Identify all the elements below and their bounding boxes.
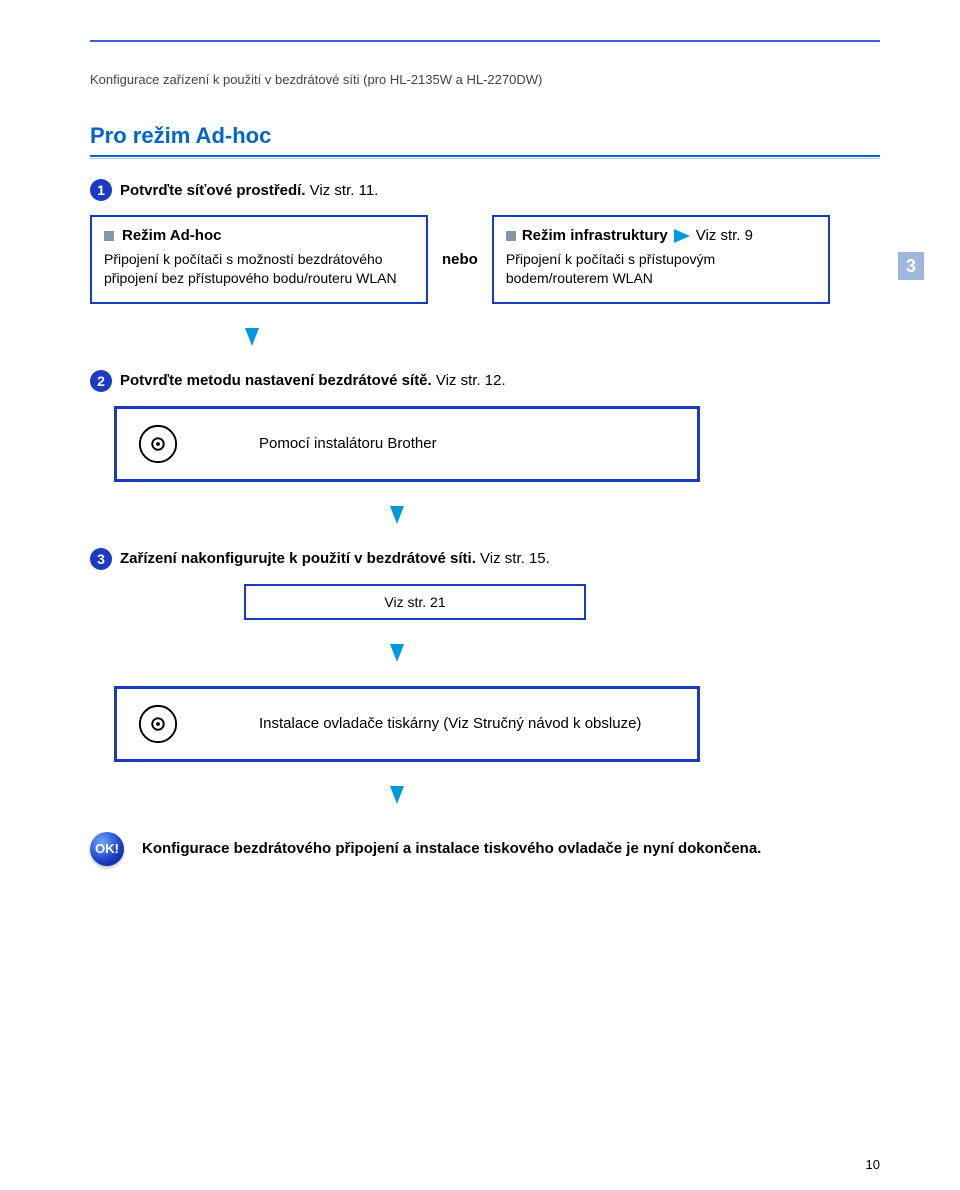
driver-install-label: Instalace ovladače tiskárny (Viz Stručný…	[259, 715, 641, 732]
arrow-down-icon	[390, 644, 404, 662]
step-3: 3 Zařízení nakonfigurujte k použití v be…	[90, 548, 880, 570]
step-badge: 2	[90, 370, 112, 392]
chapter-tab: 3	[898, 252, 924, 280]
step-1: 1 Potvrďte síťové prostředí. Viz str. 11…	[90, 179, 880, 201]
adhoc-card: Režim Ad-hoc Připojení k počítači s možn…	[90, 215, 428, 304]
section-header: Pro režim Ad-hoc	[90, 123, 880, 159]
infra-body: Připojení k počítači s přístupovým bodem…	[506, 250, 816, 288]
arrow-right-icon	[674, 229, 690, 243]
or-label: nebo	[428, 215, 492, 304]
installer-card: Pomocí instalátoru Brother	[114, 406, 700, 482]
section-title: Pro režim Ad-hoc	[90, 123, 880, 149]
adhoc-title-row: Režim Ad-hoc	[104, 227, 414, 244]
infra-card: Režim infrastruktury Viz str. 9 Připojen…	[492, 215, 830, 304]
cd-icon	[137, 703, 179, 745]
link-label: Viz str. 21	[384, 594, 445, 610]
step-2: 2 Potvrďte metodu nastavení bezdrátové s…	[90, 370, 880, 392]
step-3-text: Zařízení nakonfigurujte k použití v bezd…	[120, 550, 550, 567]
cd-icon	[137, 423, 179, 465]
step-2-text: Potvrďte metodu nastavení bezdrátové sít…	[120, 372, 506, 389]
section-rule	[90, 155, 880, 159]
link-card[interactable]: Viz str. 21	[244, 584, 586, 620]
infra-ref: Viz str. 9	[696, 227, 753, 244]
step-1-ref: Viz str. 11.	[306, 182, 379, 199]
infra-title: Režim infrastruktury	[522, 227, 668, 244]
installer-label: Pomocí instalátoru Brother	[259, 435, 437, 452]
step-1-bold: Potvrďte síťové prostředí.	[120, 182, 306, 199]
step-2-bold: Potvrďte metodu nastavení bezdrátové sít…	[120, 372, 432, 389]
square-bullet-icon	[104, 231, 114, 241]
step-badge: 3	[90, 548, 112, 570]
adhoc-body: Připojení k počítači s možností bezdráto…	[104, 250, 414, 288]
step-1-text: Potvrďte síťové prostředí. Viz str. 11.	[120, 182, 378, 199]
page: Konfigurace zařízení k použití v bezdrát…	[0, 0, 960, 1190]
arrow-down-icon	[390, 786, 404, 804]
arrow-down-icon	[390, 506, 404, 524]
driver-install-text: Instalace ovladače tiskárny (Viz Stručný…	[259, 715, 641, 732]
top-rule	[90, 40, 880, 42]
page-number: 10	[866, 1157, 880, 1172]
breadcrumb: Konfigurace zařízení k použití v bezdrát…	[90, 72, 880, 87]
step-2-ref: Viz str. 12.	[432, 372, 506, 389]
adhoc-title: Režim Ad-hoc	[122, 227, 221, 244]
arrow-down-icon	[245, 328, 259, 346]
driver-install-card: Instalace ovladače tiskárny (Viz Stručný…	[114, 686, 700, 762]
mode-choice-row: Režim Ad-hoc Připojení k počítači s možn…	[90, 215, 880, 304]
ok-text: Konfigurace bezdrátového připojení a ins…	[142, 840, 761, 857]
step-badge: 1	[90, 179, 112, 201]
step-3-bold: Zařízení nakonfigurujte k použití v bezd…	[120, 550, 476, 567]
infra-title-row: Režim infrastruktury Viz str. 9	[506, 227, 816, 244]
square-bullet-icon	[506, 231, 516, 241]
ok-badge-icon: OK!	[90, 832, 124, 866]
step-3-ref: Viz str. 15.	[476, 550, 550, 567]
ok-row: OK! Konfigurace bezdrátového připojení a…	[90, 832, 880, 866]
